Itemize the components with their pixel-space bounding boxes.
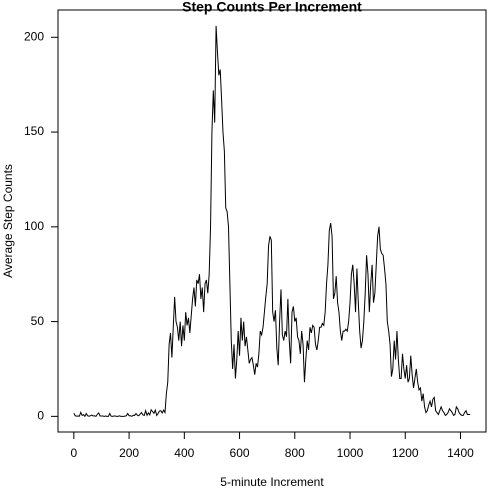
x-tick-label: 1200 — [392, 446, 419, 460]
y-axis-label: Average Step Counts — [1, 164, 15, 278]
plot-frame — [57, 9, 487, 433]
x-tick-label: 800 — [285, 446, 305, 460]
x-tick-label: 1400 — [447, 446, 474, 460]
x-tick-label: 200 — [119, 446, 139, 460]
x-axis-label: 5-minute Increment — [220, 475, 324, 489]
y-tick-label: 0 — [37, 409, 44, 423]
x-tick-label: 0 — [71, 446, 78, 460]
data-line — [73, 25, 471, 418]
x-tick-label: 400 — [174, 446, 194, 460]
x-tick-label: 600 — [230, 446, 250, 460]
y-tick-label: 100 — [24, 219, 44, 233]
y-tick-label: 200 — [24, 29, 44, 43]
x-tick-label: 1000 — [337, 446, 364, 460]
y-tick-label: 150 — [24, 124, 44, 138]
chart-title: Step Counts Per Increment — [182, 0, 362, 15]
y-tick-label: 50 — [31, 314, 45, 328]
